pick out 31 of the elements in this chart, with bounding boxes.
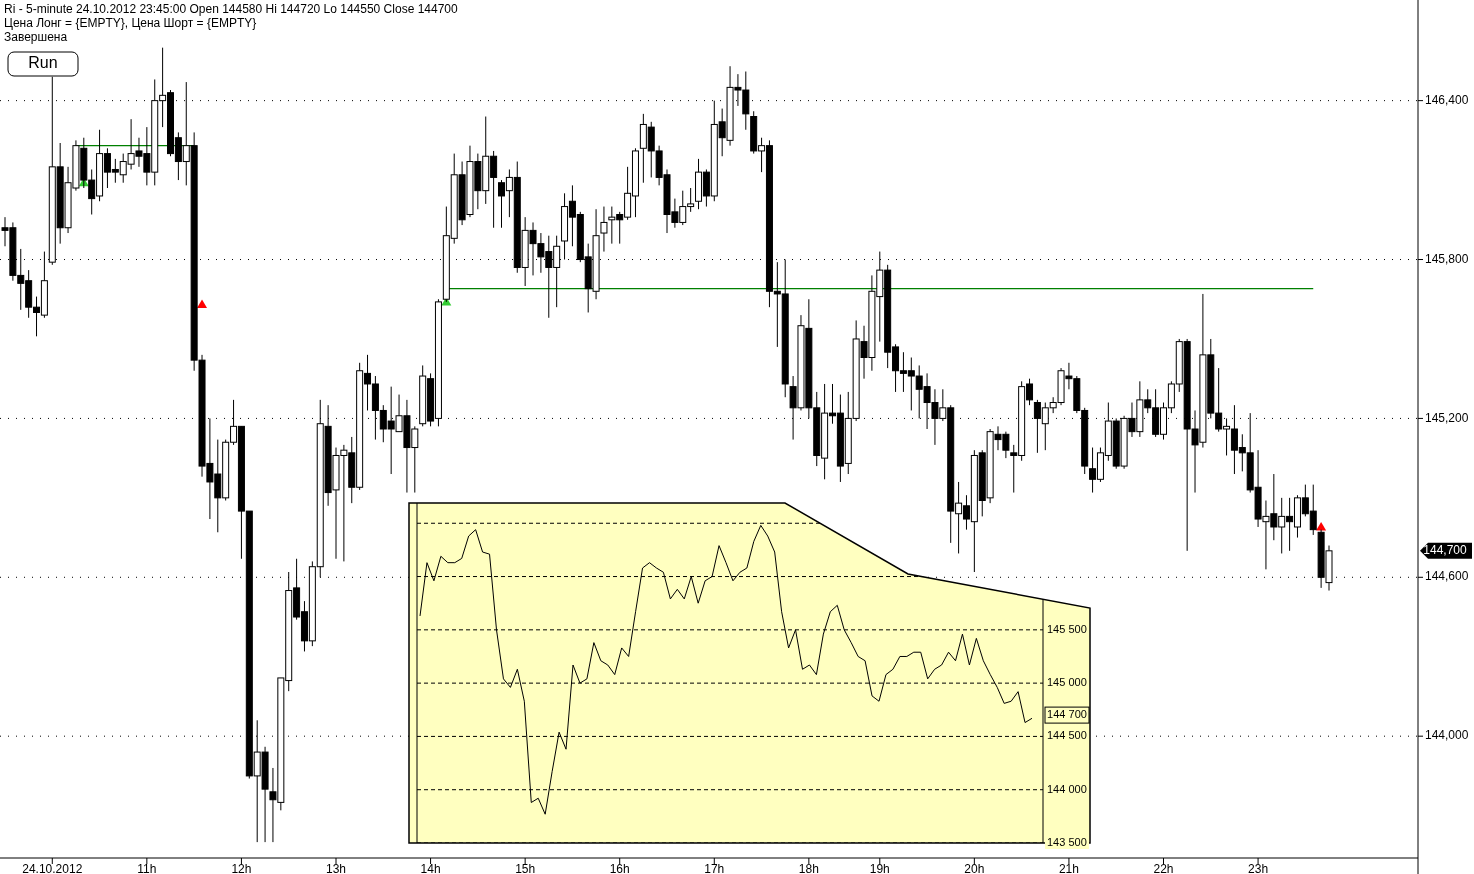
candlestick [600,206,608,253]
y-tick-label: 145 500 [1047,622,1087,635]
x-tick-label: 22h [1153,862,1174,874]
y-tick-label: 146,400 [1425,92,1469,107]
x-tick-label: 18h [798,862,819,874]
y-tick-label: 145,800 [1425,251,1469,266]
x-tick-label: 19h [869,862,890,874]
y-tick-label: 145 000 [1047,676,1087,689]
text: 144,700 [1423,542,1468,557]
y-tick-label: 143 500 [1047,835,1087,848]
x-tick-label: 14h [420,862,441,874]
text: Цена Лонг = {EMPTY}, Цена Шорт = {EMPTY} [4,16,257,30]
x-tick-label: 16h [609,862,630,874]
x-tick-label: 17h [704,862,725,874]
annotation: Run [28,54,58,72]
x-tick-label: 24.10.2012 [22,862,83,874]
x-tick-label: 12h [231,862,252,874]
point [197,299,208,309]
annotation: Завершена [4,30,68,44]
x-tick-label: 23h [1248,862,1269,874]
y-tick-label: 144 500 [1047,729,1087,742]
x-tick-label: 20h [964,862,985,874]
y-tick-label: 144,000 [1425,728,1469,743]
y-tick-label: 144,600 [1425,569,1469,584]
y-tick-label: 144 000 [1047,782,1087,795]
x-tick-label: 11h [137,862,157,874]
x-tick-label: 13h [325,862,347,874]
x-tick-label: 21h [1058,862,1079,874]
y-tick-label: 145,200 [1425,410,1469,425]
x-tick-label: 15h [515,862,536,874]
chart-title: Ri - 5-minute 24.10.2012 23:45:00 Open 144580 Hi 144720 Lo 144550 Close 144700 [4,2,459,16]
